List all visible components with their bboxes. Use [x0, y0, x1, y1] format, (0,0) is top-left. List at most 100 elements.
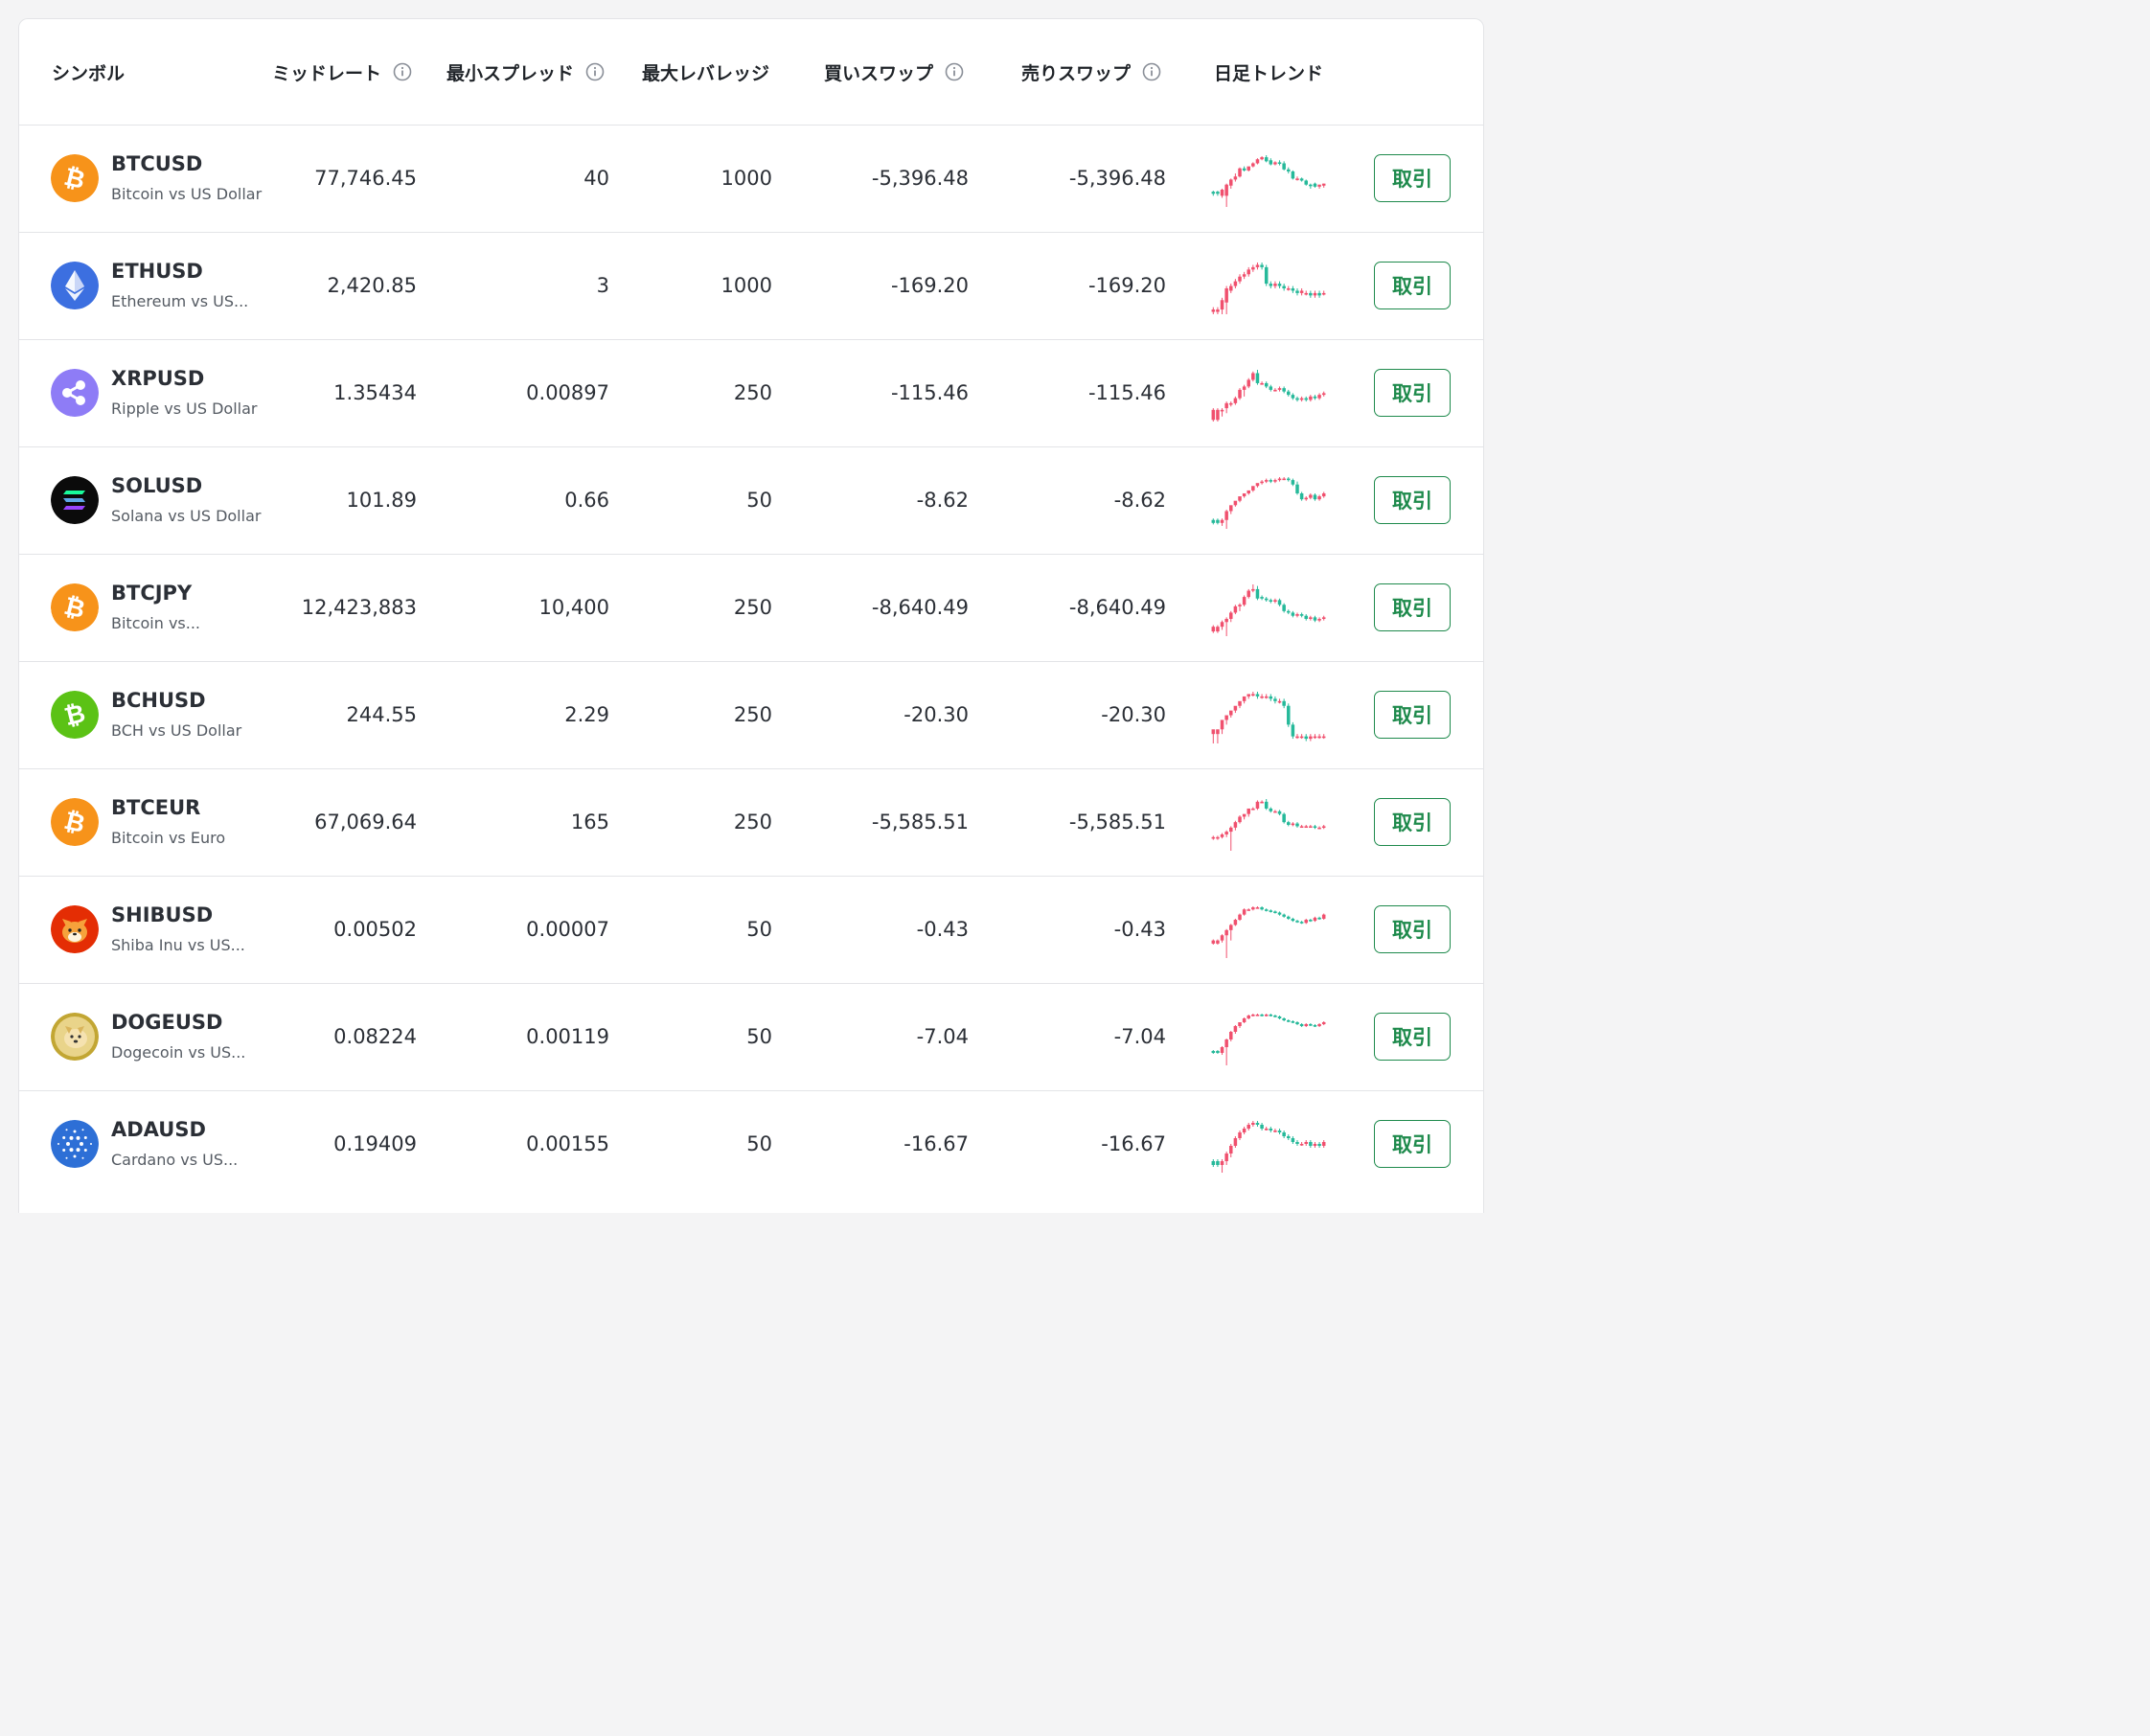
candle-body [1321, 914, 1326, 919]
candle-body [1313, 1144, 1317, 1146]
min-spread-value: 0.00119 [526, 1025, 609, 1048]
daily-trend-sparkline [1210, 476, 1327, 532]
candle-body [1295, 484, 1299, 493]
trade-button[interactable]: 取引 [1374, 798, 1451, 846]
trend-chart [1211, 263, 1326, 314]
max-leverage-value: 250 [733, 703, 772, 726]
candle-body [1264, 1129, 1269, 1131]
trend-chart [1211, 155, 1326, 207]
candle-body [1247, 808, 1250, 814]
info-icon[interactable] [393, 62, 412, 81]
candle-body [1304, 180, 1308, 185]
symbol-code[interactable]: DOGEUSD [111, 1011, 223, 1034]
candle-body [1287, 822, 1291, 825]
candle-body [1313, 826, 1317, 829]
daily-trend-sparkline [1210, 369, 1327, 424]
candle-body [1287, 916, 1291, 919]
candle-body [1255, 801, 1260, 809]
symbol-description: BCH vs US Dollar [111, 721, 242, 740]
trade-button[interactable]: 取引 [1374, 691, 1451, 739]
max-leverage-value: 250 [733, 596, 772, 619]
candle-body [1291, 823, 1295, 826]
symbol-description: Ripple vs US Dollar [111, 400, 258, 418]
candle-body [1224, 929, 1228, 936]
candle-body [1220, 834, 1224, 837]
symbol-code[interactable]: BTCUSD [111, 152, 203, 175]
trade-button[interactable]: 取引 [1374, 369, 1451, 417]
candle-body [1251, 907, 1255, 910]
symbol-code[interactable]: BTCJPY [111, 582, 193, 605]
symbol-description: Dogecoin vs US... [111, 1043, 246, 1062]
sell-swap-value: -5,396.48 [1068, 167, 1166, 190]
sell-swap-value: -16.67 [1101, 1132, 1166, 1155]
candle-body [1269, 696, 1273, 699]
trend-chart [1211, 1121, 1326, 1173]
candle-body [1238, 276, 1242, 282]
trade-button[interactable]: 取引 [1374, 1013, 1451, 1061]
info-icon[interactable] [1142, 62, 1161, 81]
max-leverage-value: 250 [733, 811, 772, 834]
trade-button[interactable]: 取引 [1374, 262, 1451, 309]
candle-body [1247, 909, 1250, 911]
candle-body [1233, 1138, 1238, 1146]
candle-body [1255, 1015, 1260, 1016]
symbol-code[interactable]: XRPUSD [111, 367, 205, 390]
candle-body [1309, 826, 1313, 829]
candle-body [1277, 478, 1282, 481]
candle-body [1299, 178, 1304, 181]
candle-body [1260, 801, 1264, 804]
bitcoin-icon: ₿ [51, 798, 99, 846]
max-leverage-value: 50 [746, 918, 772, 941]
trade-button[interactable]: 取引 [1374, 476, 1451, 524]
symbol-code[interactable]: SHIBUSD [111, 903, 214, 926]
candle-body [1317, 736, 1321, 739]
candle-body [1216, 192, 1220, 194]
candle-body [1260, 157, 1264, 160]
candle-body [1247, 1125, 1250, 1129]
candle-body [1238, 389, 1242, 399]
solana-icon [51, 476, 99, 524]
symbol-code[interactable]: SOLUSD [111, 474, 203, 497]
candle-body [1233, 500, 1238, 506]
trade-button[interactable]: 取引 [1374, 154, 1451, 202]
candle-body [1282, 163, 1286, 170]
mid-rate-value: 12,423,883 [301, 596, 417, 619]
sell-swap-value: -169.20 [1087, 274, 1166, 297]
max-leverage-value: 50 [746, 1132, 772, 1155]
table-row: ₿ BTCJPY Bitcoin vs... 12,423,883 10,400… [19, 555, 1483, 662]
trade-button[interactable]: 取引 [1374, 1120, 1451, 1168]
buy-swap-value: -16.67 [903, 1132, 969, 1155]
symbol-description: Solana vs US Dollar [111, 507, 262, 525]
candle-body [1273, 698, 1277, 701]
candle-body [1313, 292, 1317, 296]
candle-body [1247, 166, 1250, 171]
daily-trend-sparkline [1210, 798, 1327, 854]
candle-body [1287, 478, 1291, 481]
candle-body [1287, 169, 1291, 171]
candle-body [1264, 480, 1269, 482]
candle-body [1321, 826, 1326, 829]
symbol-code[interactable]: ETHUSD [111, 260, 203, 283]
candle-body [1273, 162, 1277, 165]
trend-chart [1211, 692, 1326, 743]
candle-body [1291, 612, 1295, 616]
candle-body [1247, 490, 1250, 493]
symbol-code[interactable]: BTCEUR [111, 796, 201, 819]
candle-body [1216, 729, 1220, 735]
trade-button[interactable]: 取引 [1374, 583, 1451, 631]
candle-body [1251, 1123, 1255, 1125]
info-icon[interactable] [585, 62, 605, 81]
symbol-code[interactable]: ADAUSD [111, 1118, 206, 1141]
trade-button[interactable]: 取引 [1374, 905, 1451, 953]
candle-body [1242, 274, 1247, 277]
table-row: ₿ BCHUSD BCH vs US Dollar 244.55 2.29 25… [19, 662, 1483, 769]
mid-rate-value: 101.89 [346, 489, 417, 512]
info-icon[interactable] [945, 62, 964, 81]
candle-body [1264, 382, 1269, 387]
candle-body [1309, 920, 1313, 922]
candle-body [1321, 183, 1326, 186]
candle-body [1211, 836, 1216, 839]
symbol-code[interactable]: BCHUSD [111, 689, 206, 712]
candle-body [1269, 386, 1273, 390]
candle-body [1313, 183, 1317, 187]
